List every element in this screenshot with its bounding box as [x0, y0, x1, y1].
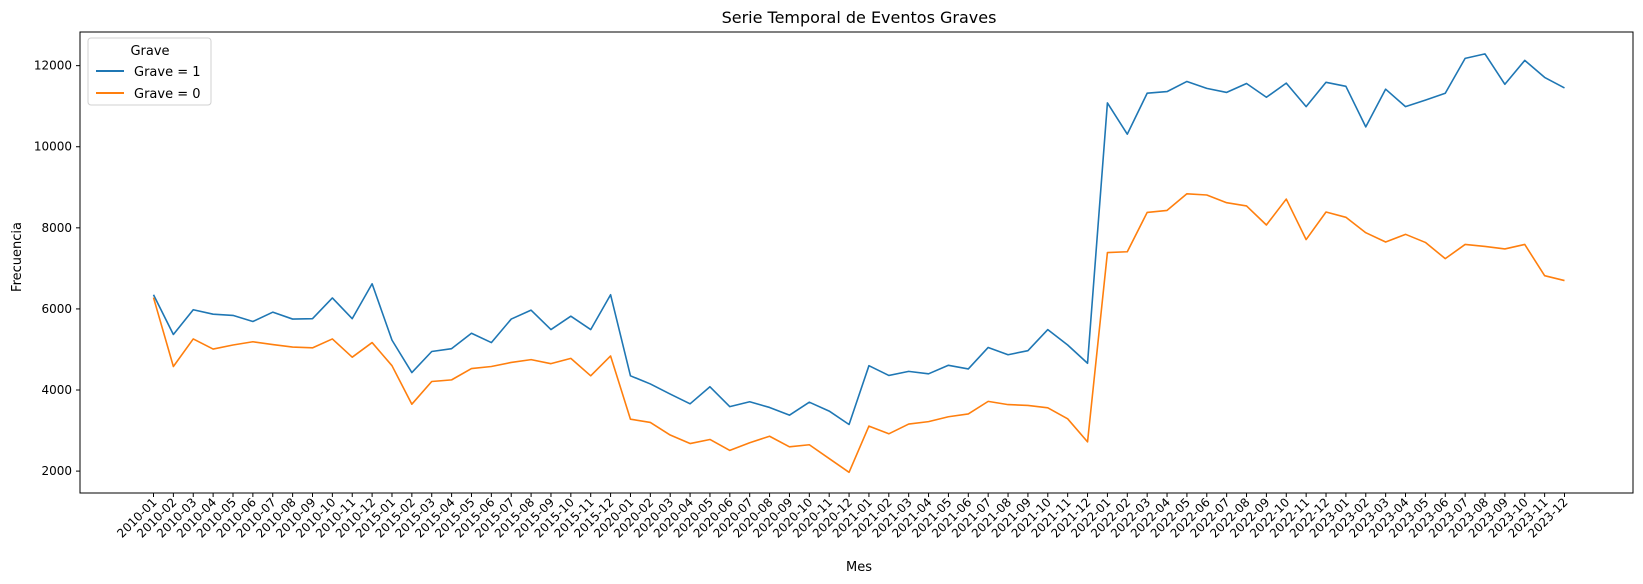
y-tick-label: 10000: [34, 140, 72, 154]
legend: Grave Grave = 1 Grave = 0: [87, 37, 212, 106]
y-tick-label: 2000: [41, 464, 72, 478]
y-axis-label: Frecuencia: [10, 222, 25, 292]
series-layer: [152, 53, 1565, 474]
y-tick-label: 12000: [34, 59, 72, 73]
x-axis-label: Mes: [846, 560, 872, 575]
y-tick-label: 6000: [41, 302, 72, 316]
plot-frame: [79, 31, 1634, 494]
legend-entry-grave-1: Grave = 1: [134, 65, 201, 80]
chart-title: Serie Temporal de Eventos Graves: [722, 8, 997, 27]
y-axis: 2000 4000 6000 8000 10000 12000: [34, 59, 80, 478]
legend-title: Grave: [130, 44, 169, 59]
y-tick-label: 4000: [41, 383, 72, 397]
legend-box: [87, 37, 212, 106]
y-tick-label: 8000: [41, 221, 72, 235]
legend-entry-grave-0: Grave = 0: [134, 87, 201, 102]
series-line-grave-1: [152, 53, 1565, 426]
series-line-grave-0: [152, 192, 1565, 474]
